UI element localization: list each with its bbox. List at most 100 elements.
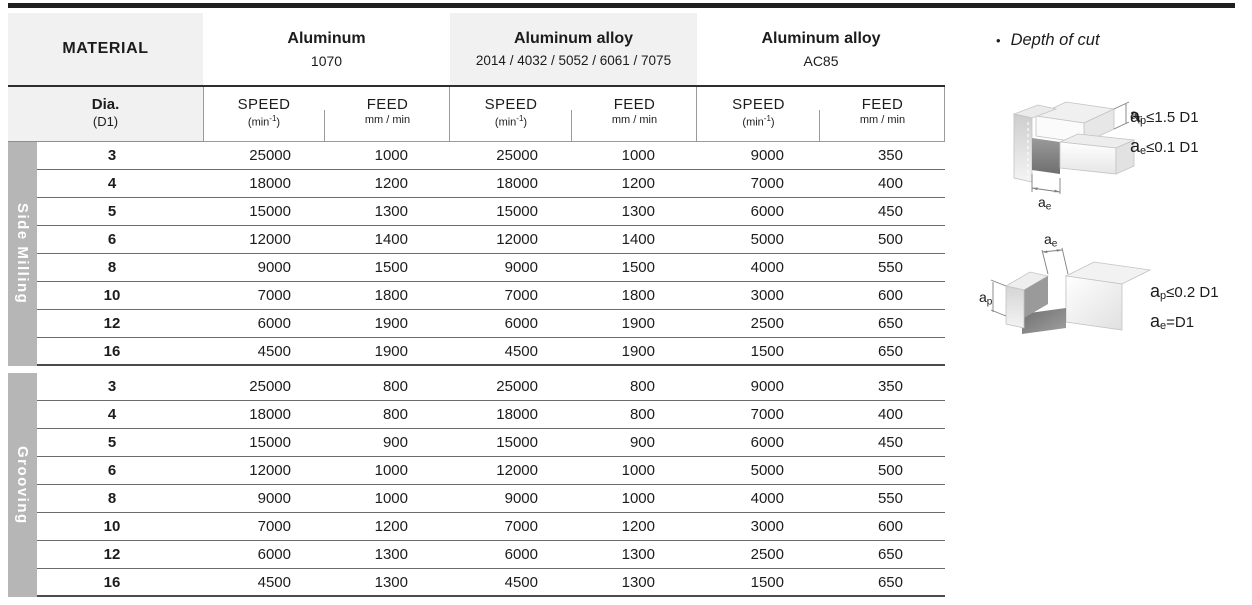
speed-value-ac85: 7000 [750,175,784,192]
ap-dim-label: ap [979,289,993,308]
dia-value: 5 [107,434,117,451]
speed-value-1070: 7000 [257,287,291,304]
table-row: 3 25000 1000 25000 1000 9000 350 [37,142,945,170]
speed-value-alloy: 12000 [496,462,538,479]
speed-value-1070: 12000 [249,231,291,248]
table-row: 10 7000 1200 7000 1200 3000 600 [37,513,945,541]
feed-value-1070: 1900 [374,342,408,360]
feed-value-alloy: 1800 [621,287,655,304]
feed-value-1070: 1300 [374,203,408,220]
section-rows: 3 25000 1000 25000 1000 9000 350 4 18000… [37,142,945,366]
speed-value-1070: 4500 [257,573,291,591]
limit-ap: ap≤0.2 D1 [1150,281,1219,302]
feed-value-1070: 1000 [374,147,408,164]
ae-dim-label: ae [1044,232,1058,250]
dia-value: 3 [107,378,117,395]
group-title: Aluminum alloy [761,29,881,47]
ae-dim-label: ae [1038,194,1052,210]
table-row: 4 18000 1200 18000 1200 7000 400 [37,170,945,198]
feed-value-alloy: 1000 [621,147,655,164]
speed-value-ac85: 5000 [750,462,784,479]
group-header-aluminum-alloy: Aluminum alloy 2014 / 4032 / 5052 / 6061… [450,13,697,85]
speed-value-alloy: 6000 [504,546,538,563]
feed-value-ac85: 500 [877,231,903,248]
speed-column-header: SPEED (min-1) [697,87,820,142]
table-row: 10 7000 1800 7000 1800 3000 600 [37,282,945,310]
feed-value-alloy: 1400 [621,231,655,248]
group-title: Aluminum alloy [513,30,634,47]
section-label-bar: Grooving [8,373,37,597]
table-row: 6 12000 1000 12000 1000 5000 500 [37,457,945,485]
top-rule [8,3,1235,8]
feed-value-ac85: 450 [877,434,903,451]
speed-column-header: SPEED (min-1) [203,87,325,142]
dia-title: Dia. [91,96,120,113]
speed-value-ac85: 5000 [750,231,784,248]
feed-value-ac85: 550 [877,259,903,276]
speed-value-alloy: 25000 [496,378,538,395]
speed-value-alloy: 15000 [496,434,538,451]
table-row: 5 15000 1300 15000 1300 6000 450 [37,198,945,226]
speed-value-alloy: 4500 [504,573,538,591]
feed-value-1070: 1800 [374,287,408,304]
dia-value: 12 [103,546,121,563]
speed-value-1070: 12000 [249,462,291,479]
speed-unit: (min-1) [742,114,775,129]
feed-unit: mm / min [611,114,658,126]
speed-value-1070: 25000 [249,378,291,395]
feed-column-header: FEED mm / min [325,87,450,142]
speed-value-ac85: 9000 [750,378,784,395]
speed-value-alloy: 7000 [504,287,538,304]
feed-column-header: FEED mm / min [820,87,945,142]
feed-value-1070: 800 [382,378,408,395]
speed-value-ac85: 2500 [750,546,784,563]
feed-value-1070: 1300 [374,546,408,563]
speed-value-1070: 9000 [257,490,291,507]
table-subheader-row: Dia. (D1) SPEED (min-1) FEED mm / min SP… [8,87,945,142]
speed-value-1070: 18000 [249,406,291,423]
speed-value-ac85: 4000 [750,490,784,507]
speed-value-ac85: 4000 [750,259,784,276]
table-row: 12 6000 1300 6000 1300 2500 650 [37,541,945,569]
feed-value-ac85: 650 [877,342,903,360]
speed-value-alloy: 18000 [496,175,538,192]
speed-unit: (min-1) [494,114,528,129]
speed-value-alloy: 12000 [496,231,538,248]
dia-value: 12 [103,315,121,332]
feed-value-1070: 1500 [374,259,408,276]
feed-value-alloy: 1000 [621,462,655,479]
material-header-cell: MATERIAL [8,13,203,85]
table-row: 12 6000 1900 6000 1900 2500 650 [37,310,945,338]
feed-value-ac85: 450 [877,203,903,220]
feed-column-header: FEED mm / min [572,87,697,142]
dia-value: 16 [103,342,121,360]
speed-value-ac85: 2500 [750,315,784,332]
speed-unit: (min-1) [247,114,281,129]
group-subtitle: AC85 [803,52,839,69]
feed-value-alloy: 1900 [621,342,655,360]
speed-value-ac85: 3000 [750,287,784,304]
speed-value-ac85: 6000 [750,434,784,451]
table-row: 4 18000 800 18000 800 7000 400 [37,401,945,429]
speed-value-1070: 7000 [257,518,291,535]
speed-value-1070: 15000 [249,434,291,451]
feed-value-alloy: 1200 [621,518,655,535]
dia-value: 6 [107,462,117,479]
feed-value-1070: 1200 [374,175,408,192]
speed-value-alloy: 18000 [496,406,538,423]
group-header-aluminum-alloy-ac85: Aluminum alloy AC85 [697,13,945,85]
speed-value-1070: 4500 [257,342,291,360]
group-title: Aluminum [287,29,366,47]
feed-value-ac85: 550 [877,490,903,507]
feed-value-alloy: 1300 [621,546,655,563]
feed-value-1070: 1200 [374,518,408,535]
feed-value-alloy: 900 [629,434,655,451]
feed-value-alloy: 1000 [621,490,655,507]
speed-value-ac85: 6000 [750,203,784,220]
speed-value-ac85: 1500 [750,342,784,360]
depth-of-cut-title: Depth of cut [1010,31,1100,49]
dia-value: 10 [103,518,121,535]
grooving-depth-diagram: ae ap [979,232,1152,334]
dia-header-cell: Dia. (D1) [8,87,203,142]
